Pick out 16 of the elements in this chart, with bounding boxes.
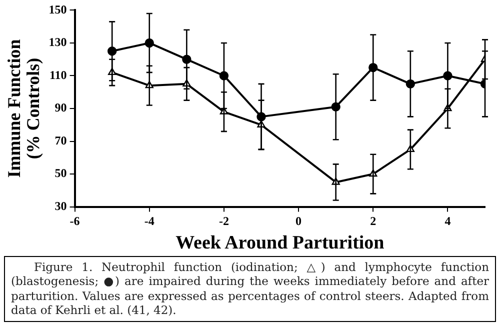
y-tick-label: 30 [54,198,67,213]
y-tick-label: 110 [49,68,67,82]
y-tick-label: 50 [54,166,67,180]
x-tick-label: 2 [370,214,376,228]
x-tick-label: 0 [296,214,302,228]
y-tick-label: 130 [48,35,67,50]
x-axis-title: Week Around Parturition [176,232,385,254]
x-tick-label: -2 [218,214,229,228]
caption: Figure 1. Neutrophil function (iodination; △) and lymphocyte function (blastogenesis; ●) are impaired during the weeks immediately before and after parturition. Values are expressed as percentages of control steers. Adapted from data of Kehrli et al. (41, 42). [4,256,496,322]
x-tick-label: -4 [144,214,154,228]
x-tick-label: 4 [444,214,451,228]
y-tick-label: 70 [54,133,67,148]
y-axis-title: Immune Function (% Controls) [4,39,44,178]
x-tick-label: -6 [70,214,80,228]
y-tick-label: 150 [48,2,67,16]
y-tick-label: 90 [54,100,67,115]
